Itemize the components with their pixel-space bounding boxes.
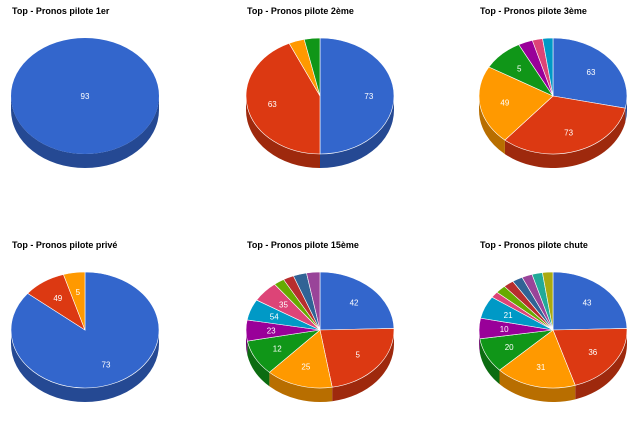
pie-chart-prive: Top - Pronos pilote privé 73 49 5 <box>10 240 210 430</box>
slice-label: 5 <box>517 64 522 73</box>
chart-title: Top - Pronos pilote 2ème <box>247 6 354 16</box>
pie-slice-6 <box>542 37 554 97</box>
pie-slice-0 <box>552 37 628 109</box>
pie-slice-2 <box>63 271 86 331</box>
pie-slice-1 <box>319 328 395 388</box>
slice-label: 63 <box>268 100 277 109</box>
slice-label: 10 <box>500 325 509 334</box>
pie-slice-side <box>504 108 626 168</box>
pie-svg: 43 36 31 20 10 21 <box>478 271 628 402</box>
slice-label: 12 <box>273 345 282 354</box>
slice-label: 93 <box>81 92 90 101</box>
slice-label: 42 <box>350 299 359 308</box>
chart-title: Top - Pronos pilote privé <box>12 240 118 250</box>
slice-label: 49 <box>500 98 509 107</box>
pie-slice-12 <box>542 271 554 331</box>
slice-label: 31 <box>536 363 545 372</box>
pie-slice-0 <box>319 37 395 155</box>
chart-title: Top - Pronos pilote 15ème <box>247 240 359 250</box>
pie-svg: 73 49 5 <box>10 271 160 402</box>
slice-label: 43 <box>583 299 592 308</box>
slice-label: 5 <box>355 350 360 359</box>
pie-slice-side <box>575 330 627 400</box>
pie-chart-chute: Top - Pronos pilote chute 43 36 31 20 10 21 <box>478 240 640 430</box>
pie-slice-2 <box>268 329 333 389</box>
pie-slice-1 <box>245 42 321 155</box>
pie-slice-1 <box>552 328 628 386</box>
chart-grid: Top - Pronos pilote 1er 93 Top - Pronos … <box>10 6 640 402</box>
slice-label: 23 <box>267 326 276 335</box>
pie-slice-0 <box>10 271 160 389</box>
slice-label: 36 <box>588 348 597 357</box>
chart-title: Top - Pronos pilote 3ème <box>480 6 587 16</box>
pie-svg: 93 <box>11 38 159 168</box>
slice-label: 73 <box>564 128 573 137</box>
slice-label: 20 <box>505 343 514 352</box>
pie-svg: 73 63 <box>245 37 395 168</box>
slice-label: 63 <box>587 68 596 77</box>
pie-slice-side <box>246 96 320 168</box>
slice-label: 35 <box>279 301 288 310</box>
pie-slice-2 <box>499 329 576 389</box>
pie-chart-2eme: Top - Pronos pilote 2ème 73 63 <box>245 6 445 196</box>
pie-slice-side <box>269 372 333 402</box>
slice-label: 54 <box>270 313 279 322</box>
pie-slice-0 <box>552 271 628 331</box>
pie-slice-side <box>479 338 500 385</box>
pie-slice-side <box>320 96 394 168</box>
slice-label: 25 <box>301 363 310 372</box>
slice-label: 73 <box>364 92 373 101</box>
slice-label: 73 <box>102 361 111 370</box>
pie-slice-side <box>479 96 505 155</box>
pie-chart-15eme: Top - Pronos pilote 15ème 42 5 25 12 23 54 35 <box>245 240 445 430</box>
pie-slice-1 <box>504 95 626 155</box>
slice-label: 5 <box>76 288 81 297</box>
pie-slice-side <box>11 96 159 168</box>
pie-slice-0 <box>319 271 395 331</box>
pie-chart-3eme: Top - Pronos pilote 3ème 63 73 49 5 <box>478 6 640 196</box>
slice-label: 21 <box>504 311 513 320</box>
pie-svg: 63 73 49 5 <box>478 37 628 168</box>
pie-slice-side <box>11 330 159 402</box>
pie-chart-1er: Top - Pronos pilote 1er 93 <box>10 6 210 196</box>
pie-slice-side <box>499 370 576 402</box>
slice-label: 49 <box>53 294 62 303</box>
pie-slice-2 <box>478 66 554 141</box>
chart-title: Top - Pronos pilote chute <box>480 240 588 250</box>
pie-slice-0 <box>11 38 159 154</box>
pie-slice-10 <box>306 271 321 331</box>
pie-slice-3 <box>303 37 321 97</box>
pie-slice-side <box>247 341 270 387</box>
pie-slice-side <box>332 330 394 402</box>
chart-title: Top - Pronos pilote 1er <box>12 6 110 16</box>
